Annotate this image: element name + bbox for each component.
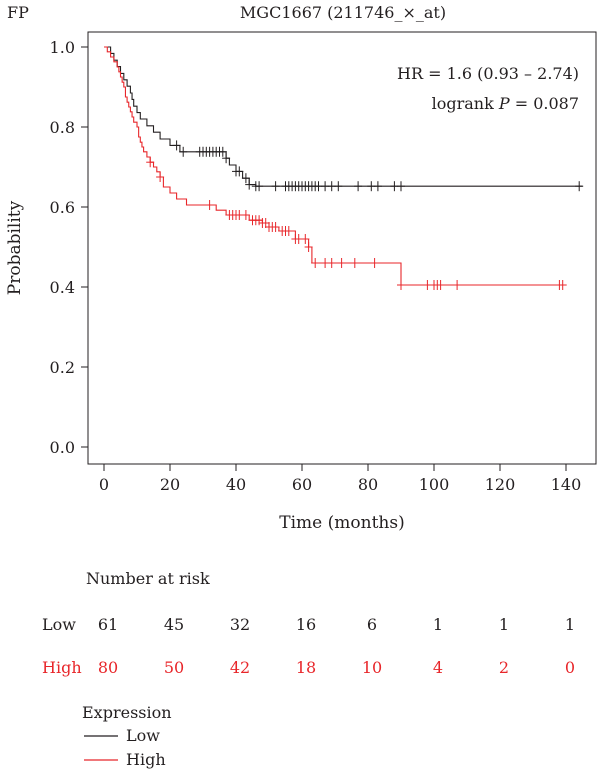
chart-title: MGC1667 (211746_×_at)	[240, 3, 446, 22]
risk-count-high: 2	[499, 658, 509, 677]
risk-count-high: 80	[98, 658, 118, 677]
risk-row-label-high: High	[42, 658, 82, 677]
logrank-pvalue: logrank P = 0.087	[432, 94, 579, 113]
y-tick-label: 0.0	[50, 438, 75, 457]
risk-table-title: Number at risk	[86, 569, 210, 588]
x-tick-label: 0	[99, 475, 109, 494]
y-tick-label: 0.6	[50, 198, 75, 217]
x-tick-label: 120	[485, 475, 516, 494]
risk-count-high: 0	[565, 658, 575, 677]
series-high	[104, 46, 567, 290]
panel-label: FP	[7, 3, 29, 22]
legend-item-high: High	[126, 750, 166, 769]
x-tick-label: 60	[292, 475, 312, 494]
risk-count-low: 16	[296, 615, 316, 634]
risk-count-low: 32	[230, 615, 250, 634]
legend-item-low: Low	[126, 726, 160, 745]
series-low	[104, 46, 584, 192]
y-tick-label: 0.8	[50, 118, 75, 137]
x-tick-label: 40	[226, 475, 246, 494]
risk-count-high: 50	[164, 658, 184, 677]
risk-count-high: 4	[433, 658, 443, 677]
risk-count-high: 18	[296, 658, 316, 677]
x-tick-label: 80	[358, 475, 378, 494]
y-tick-label: 0.4	[50, 278, 75, 297]
x-axis-label: Time (months)	[279, 513, 404, 533]
plot-frame	[87, 31, 597, 465]
x-tick-label: 100	[419, 475, 450, 494]
survival-curves	[104, 46, 584, 290]
legend-title: Expression	[82, 703, 172, 722]
x-tick-label: 140	[551, 475, 582, 494]
risk-count-high: 10	[362, 658, 382, 677]
legend: Expression Low High	[82, 703, 172, 769]
risk-count-low: 1	[433, 615, 443, 634]
risk-count-low: 45	[164, 615, 184, 634]
axes: 0 20 40 60 80 100 120 140 0.0 0.2 0.4 0.6 0.8 1.0	[50, 38, 582, 494]
risk-row-label-low: Low	[42, 615, 76, 634]
risk-count-high: 42	[230, 658, 250, 677]
risk-count-low: 61	[98, 615, 118, 634]
hazard-ratio: HR = 1.6 (0.93 – 2.74)	[397, 64, 579, 83]
risk-count-low: 1	[499, 615, 509, 634]
risk-count-low: 1	[565, 615, 575, 634]
x-tick-label: 20	[160, 475, 180, 494]
risk-count-low: 6	[367, 615, 377, 634]
y-axis-label: Probability	[5, 200, 25, 295]
y-tick-label: 0.2	[50, 358, 75, 377]
y-tick-label: 1.0	[50, 38, 75, 57]
